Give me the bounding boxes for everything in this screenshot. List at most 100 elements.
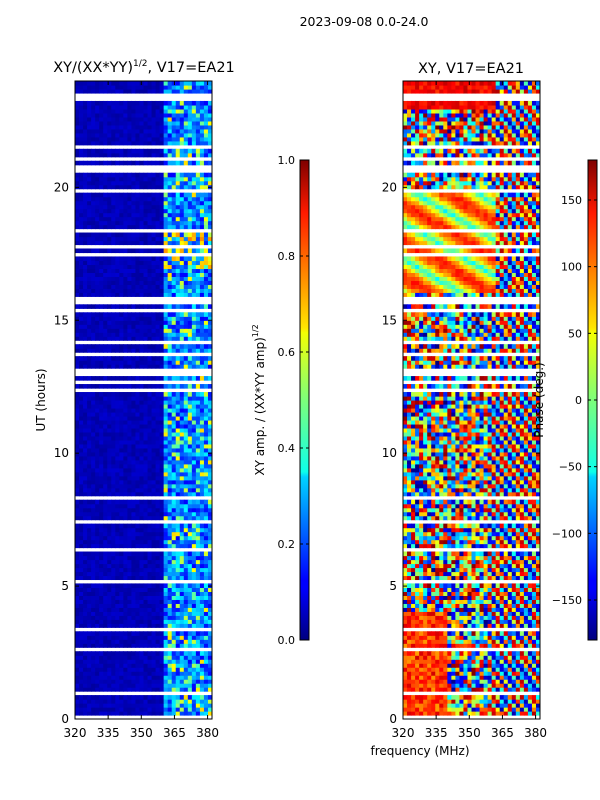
heatmap-cell — [167, 699, 173, 704]
heatmap-cell — [151, 88, 157, 94]
heatmap-cell — [111, 487, 116, 493]
heatmap-cell — [111, 483, 116, 489]
heatmap-cell — [131, 599, 137, 604]
heatmap-cell — [119, 148, 124, 154]
heatmap-cell — [119, 268, 124, 273]
heatmap-cell — [171, 232, 177, 238]
heatmap-cell — [123, 312, 128, 317]
heatmap-cell — [503, 679, 509, 684]
heatmap-cell — [91, 555, 96, 561]
heatmap-cell — [187, 563, 193, 569]
heatmap-cell — [115, 475, 120, 481]
heatmap-cell — [207, 108, 212, 114]
heatmap-cell — [99, 256, 104, 262]
heatmap-cell — [187, 212, 193, 218]
heatmap-cell — [143, 232, 149, 238]
heatmap-cell — [167, 635, 173, 640]
heatmap-cell — [147, 603, 153, 608]
heatmap-cell — [191, 587, 197, 592]
heatmap-cell — [179, 268, 185, 273]
heatmap-cell — [155, 384, 161, 389]
heatmap-cell — [195, 212, 201, 218]
heatmap-cell — [87, 81, 92, 86]
heatmap-cell — [127, 216, 133, 222]
heatmap-cell — [99, 443, 104, 449]
heatmap-cell — [143, 523, 149, 529]
heatmap-cell — [183, 336, 189, 341]
heatmap-cell — [79, 459, 84, 465]
heatmap-cell — [207, 224, 212, 230]
heatmap-cell — [155, 108, 161, 114]
heatmap-cell — [91, 591, 96, 596]
heatmap-cell — [191, 623, 197, 628]
heatmap-cell — [171, 152, 177, 158]
heatmap-cell — [195, 120, 201, 126]
heatmap-cell — [431, 671, 436, 676]
heatmap-cell — [163, 507, 169, 513]
heatmap-cell — [195, 108, 201, 114]
heatmap-cell — [111, 531, 116, 537]
heatmap-cell — [523, 687, 529, 692]
heatmap-cell — [131, 523, 137, 529]
heatmap-cell — [167, 695, 173, 700]
heatmap-cell — [83, 443, 88, 449]
heatmap-cell — [151, 392, 157, 397]
heatmap-cell — [107, 324, 112, 329]
heatmap-cell — [75, 232, 80, 238]
heatmap-cell — [123, 563, 128, 569]
heatmap-cell — [123, 683, 128, 688]
heatmap-cell — [103, 491, 108, 497]
heatmap-cell — [87, 703, 92, 708]
heatmap-cell — [179, 487, 185, 493]
heatmap-cell — [119, 304, 124, 309]
heatmap-cell — [123, 583, 128, 589]
heatmap-cell — [171, 336, 177, 341]
heatmap-cell — [207, 663, 212, 668]
heatmap-cell — [107, 571, 112, 577]
heatmap-cell — [191, 324, 197, 329]
heatmap-cell — [175, 467, 181, 473]
heatmap-cell — [167, 575, 173, 581]
heatmap-cell — [171, 200, 177, 206]
heatmap-cell — [115, 100, 120, 106]
heatmap-cell — [187, 232, 193, 238]
heatmap-cell — [103, 515, 108, 521]
right-heatmap — [403, 81, 540, 716]
heatmap-cell — [171, 499, 177, 505]
heatmap-cell — [147, 376, 153, 381]
heatmap-cell — [435, 687, 440, 692]
heatmap-cell — [191, 316, 197, 321]
heatmap-cell — [159, 248, 165, 254]
heatmap-cell — [139, 411, 145, 417]
heatmap-cell — [87, 639, 92, 644]
heatmap-cell — [179, 236, 185, 242]
heatmap-cell — [199, 136, 205, 142]
heatmap-cell — [119, 455, 124, 461]
heatmap-cell — [163, 324, 169, 329]
heatmap-cell — [123, 344, 128, 349]
heatmap-cell — [79, 483, 84, 489]
heatmap-cell — [139, 268, 145, 273]
heatmap-cell — [183, 160, 189, 166]
heatmap-cell — [147, 531, 153, 537]
heatmap-cell — [143, 431, 149, 437]
heatmap-cell — [147, 539, 153, 545]
heatmap-cell — [191, 483, 197, 489]
heatmap-cell — [175, 136, 181, 142]
heatmap-cell — [427, 711, 432, 716]
heatmap-cell — [115, 220, 120, 226]
heatmap-cell — [175, 120, 181, 126]
heatmap-cell — [95, 615, 100, 620]
heatmap-cell — [519, 711, 525, 716]
heatmap-cell — [167, 216, 173, 222]
heatmap-cell — [155, 635, 161, 640]
heatmap-cell — [203, 172, 209, 178]
heatmap-cell — [123, 443, 128, 449]
heatmap-cell — [167, 535, 173, 541]
heatmap-cell — [407, 663, 412, 668]
heatmap-cell — [143, 328, 149, 333]
heatmap-cell — [91, 455, 96, 461]
heatmap-cell — [179, 427, 185, 433]
heatmap-cell — [439, 707, 444, 712]
heatmap-cell — [151, 344, 157, 349]
